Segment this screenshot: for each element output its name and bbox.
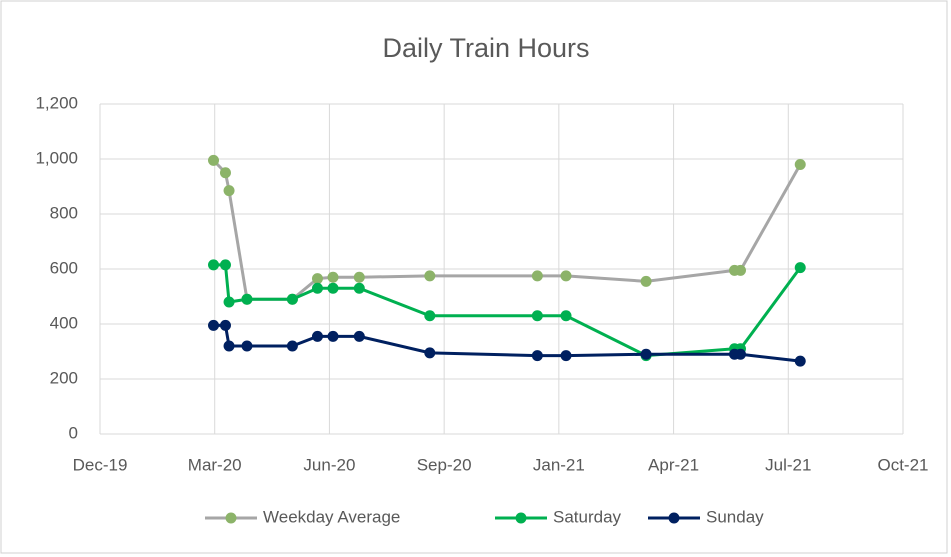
- x-tick-label: Apr-21: [648, 455, 699, 474]
- data-point: [531, 350, 543, 362]
- data-point: [327, 330, 339, 342]
- y-tick-label: 600: [50, 258, 78, 277]
- data-point: [424, 270, 436, 282]
- data-point: [327, 271, 339, 283]
- data-point: [734, 348, 746, 360]
- x-tick-label: Jul-21: [765, 455, 811, 474]
- data-point: [560, 270, 572, 282]
- data-point: [531, 310, 543, 322]
- data-point: [208, 154, 220, 166]
- chart-title: Daily Train Hours: [382, 33, 589, 63]
- x-tick-label: Oct-21: [877, 455, 928, 474]
- legend-label: Weekday Average: [263, 507, 400, 526]
- data-point: [327, 282, 339, 294]
- data-point: [424, 310, 436, 322]
- data-point: [734, 264, 746, 276]
- data-point: [311, 273, 323, 285]
- data-point: [219, 319, 231, 331]
- data-point: [640, 348, 652, 360]
- data-point: [223, 296, 235, 308]
- data-point: [241, 293, 253, 305]
- data-point: [560, 350, 572, 362]
- y-tick-label: 0: [69, 423, 78, 442]
- data-point: [223, 185, 235, 197]
- data-point: [208, 319, 220, 331]
- data-point: [794, 159, 806, 170]
- y-tick-label: 400: [50, 313, 78, 332]
- legend-label: Saturday: [553, 507, 622, 526]
- x-tick-label: Sep-20: [417, 455, 472, 474]
- data-point: [208, 259, 220, 271]
- data-point: [353, 330, 365, 342]
- legend-marker: [515, 512, 527, 524]
- data-point: [794, 355, 806, 367]
- data-point: [424, 347, 436, 359]
- y-tick-label: 1,000: [35, 148, 78, 167]
- data-point: [241, 340, 253, 352]
- data-point: [286, 293, 298, 305]
- data-point: [286, 340, 298, 352]
- legend-marker: [668, 512, 680, 524]
- data-point: [219, 167, 231, 179]
- legend-label: Sunday: [706, 507, 764, 526]
- data-point: [311, 282, 323, 294]
- data-point: [640, 275, 652, 287]
- x-tick-label: Mar-20: [188, 455, 242, 474]
- data-point: [353, 282, 365, 294]
- data-point: [794, 262, 806, 274]
- y-tick-label: 1,200: [35, 93, 78, 112]
- data-point: [219, 259, 231, 271]
- data-point: [531, 270, 543, 282]
- x-tick-label: Jan-21: [533, 455, 585, 474]
- y-tick-label: 200: [50, 368, 78, 387]
- data-point: [311, 330, 323, 342]
- y-tick-label: 800: [50, 203, 78, 222]
- data-point: [560, 310, 572, 322]
- x-tick-label: Dec-19: [73, 455, 128, 474]
- legend-marker: [225, 512, 237, 524]
- data-point: [353, 271, 365, 283]
- x-tick-label: Jun-20: [303, 455, 355, 474]
- data-point: [223, 340, 235, 352]
